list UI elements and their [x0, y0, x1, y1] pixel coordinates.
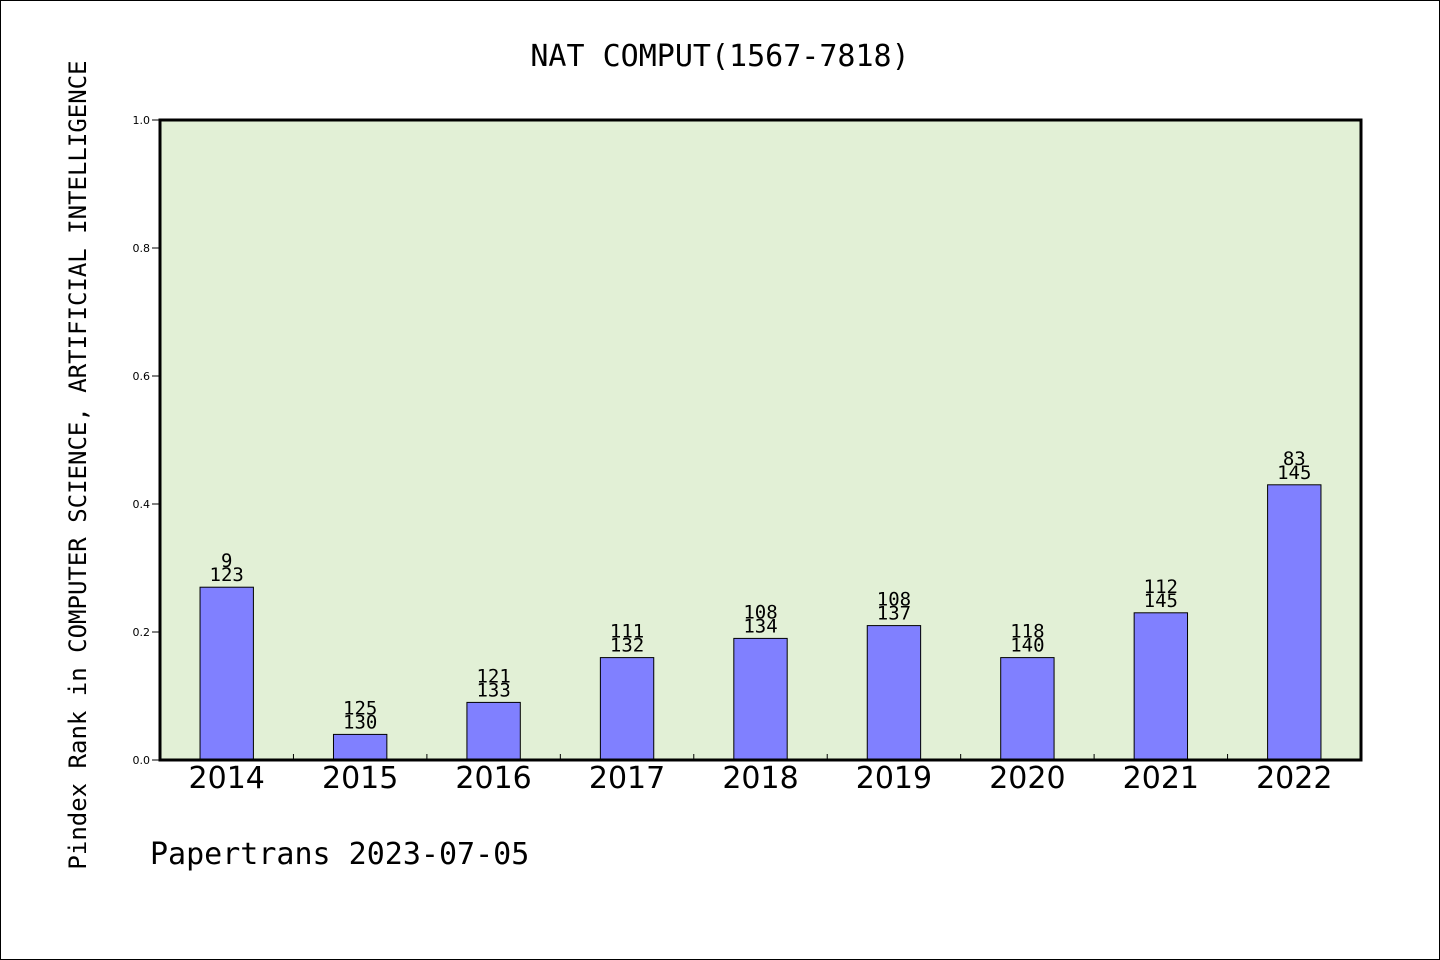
total-label-2018: 134	[743, 615, 777, 637]
bar-2019	[866, 625, 922, 761]
bar-2015	[332, 733, 388, 761]
y-tick-label-1.0: 1.0	[133, 114, 151, 127]
rank-label-2019: 108	[877, 589, 911, 611]
bar-2021	[1133, 612, 1189, 761]
x-tick-label-2019: 2019	[856, 761, 932, 796]
y-axis-label: Pindex Rank in COMPUTER SCIENCE, ARTIFIC…	[64, 60, 92, 869]
rank-label-2022: 83	[1283, 448, 1306, 470]
x-tick-label-2020: 2020	[989, 761, 1065, 796]
rank-label-2016: 121	[476, 665, 510, 687]
y-tick-label-0.6: 0.6	[133, 370, 151, 383]
rank-label-2017: 111	[610, 621, 644, 643]
total-label-2015: 130	[343, 711, 377, 733]
x-tick-label-2018: 2018	[722, 761, 798, 796]
x-tick-label-2014: 2014	[189, 761, 265, 796]
y-tick-label-0.0: 0.0	[133, 754, 151, 767]
x-tick-label-2015: 2015	[322, 761, 398, 796]
plot-border	[158, 118, 1363, 762]
x-tick-label-2017: 2017	[589, 761, 665, 796]
rank-label-2021: 112	[1144, 576, 1178, 598]
total-label-2014: 123	[210, 564, 244, 586]
y-tick-label-0.8: 0.8	[133, 242, 151, 255]
chart-title: NAT COMPUT(1567-7818)	[530, 39, 909, 74]
bar-2017	[599, 657, 655, 761]
total-label-2019: 137	[877, 603, 911, 625]
y-tick-label-0.2: 0.2	[133, 626, 151, 639]
bar-2016	[466, 701, 521, 761]
rank-label-2015: 125	[343, 697, 377, 719]
total-label-2017: 132	[610, 635, 644, 657]
bar-2018	[733, 637, 788, 761]
total-label-2022: 145	[1277, 462, 1311, 484]
rank-label-2014: 9	[221, 550, 232, 572]
y-tick-label-0.4: 0.4	[133, 498, 151, 511]
total-label-2016: 133	[476, 679, 510, 701]
bar-2022	[1267, 484, 1322, 761]
x-tick-label-2022: 2022	[1256, 761, 1332, 796]
rank-label-2020: 118	[1010, 621, 1044, 643]
total-label-2021: 145	[1144, 590, 1178, 612]
x-tick-label-2021: 2021	[1123, 761, 1199, 796]
footer-label: Papertrans 2023-07-05	[150, 837, 529, 872]
bar-2014	[199, 586, 254, 761]
total-label-2020: 140	[1010, 635, 1044, 657]
bar-2020	[1000, 657, 1055, 761]
rank-label-2018: 108	[743, 601, 777, 623]
x-tick-label-2016: 2016	[455, 761, 531, 796]
